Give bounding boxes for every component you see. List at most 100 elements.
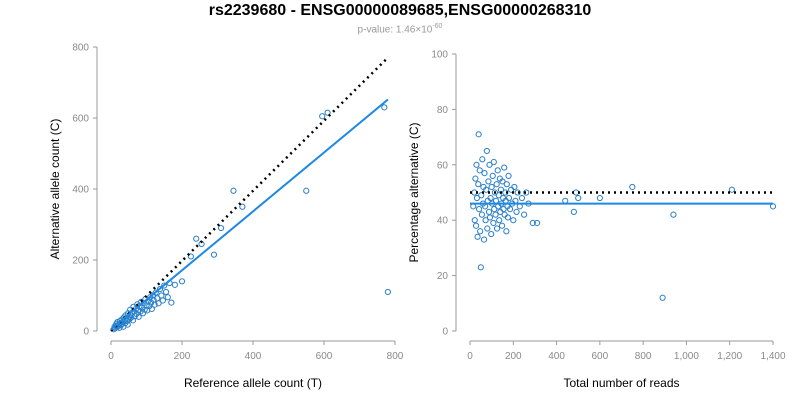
data-point [493, 181, 500, 188]
data-point [570, 208, 577, 215]
data-point [505, 172, 512, 179]
data-point [518, 194, 526, 202]
chart-title: rs2239680 - ENSG00000089685,ENSG00000268… [208, 2, 592, 19]
chart-subtitle: p-value: 1.46×10-60 [0, 23, 800, 35]
data-point [474, 233, 481, 240]
data-point [478, 211, 486, 218]
x-tick-label: 200 [505, 351, 522, 362]
data-point [487, 194, 494, 202]
x-tick-label: 400 [548, 351, 565, 362]
data-point [511, 183, 518, 191]
data-point [505, 194, 513, 202]
data-point [381, 104, 388, 111]
data-point [575, 194, 582, 202]
y-tick-label: 800 [72, 43, 89, 54]
data-point [139, 310, 147, 317]
data-point [471, 217, 478, 224]
data-point [135, 313, 142, 320]
data-point [499, 178, 506, 185]
fit-line [110, 98, 389, 330]
data-point [533, 219, 541, 227]
data-point [475, 206, 483, 213]
data-point [483, 147, 490, 155]
x-tick-label: 800 [635, 351, 652, 362]
data-point [485, 178, 492, 185]
data-point [490, 219, 497, 227]
data-point [476, 167, 483, 174]
data-point [482, 217, 489, 224]
data-point [239, 203, 246, 210]
data-point [503, 181, 510, 188]
data-point [178, 278, 186, 285]
x-axis-title: Reference allele count (T) [184, 376, 322, 390]
data-point [494, 167, 501, 174]
data-point [472, 222, 480, 229]
data-point [158, 292, 165, 299]
data-point [162, 288, 170, 296]
data-point [514, 189, 521, 196]
data-point [498, 222, 506, 229]
data-point [477, 228, 484, 235]
y-tick-label: 40 [437, 216, 449, 227]
x-tick-label: 200 [174, 351, 191, 362]
allele-count-scatter-panel: 0 200 400 600 800 0 200 400 600 800 Reference alle… [48, 43, 404, 391]
x-tick-label: 600 [592, 351, 609, 362]
data-point [529, 219, 536, 227]
data-point [124, 321, 131, 328]
data-point [521, 211, 528, 218]
data-point [489, 172, 496, 179]
x-tick-label: 0 [108, 351, 114, 362]
y-tick-label: 80 [437, 105, 449, 116]
data-point [485, 208, 493, 215]
data-point [479, 156, 486, 163]
data-point [501, 164, 508, 171]
y-tick-label: 100 [431, 50, 448, 61]
data-point [230, 187, 237, 194]
data-point [152, 289, 159, 296]
data-point [187, 253, 194, 260]
data-point [156, 286, 164, 293]
data-point [629, 183, 636, 191]
percentage-scatter-panel: 0 200 400 600 800 1,000 1,200 1,400 0 20 40 60 80 100… [407, 50, 786, 391]
x-tick-label: 800 [387, 351, 404, 362]
data-point [488, 230, 495, 238]
data-point [473, 161, 480, 168]
reference-line [110, 56, 389, 332]
data-point [168, 299, 175, 306]
data-point [475, 131, 482, 138]
data-point [159, 297, 166, 304]
data-point [486, 214, 494, 221]
data-point [303, 187, 310, 194]
y-tick-label: 400 [72, 185, 89, 196]
data-point [493, 225, 501, 232]
data-point [490, 158, 497, 166]
x-tick-label: 600 [316, 351, 333, 362]
data-point [161, 282, 168, 289]
data-point [503, 228, 510, 235]
data-point [384, 288, 391, 296]
data-point [495, 192, 502, 199]
data-point [504, 214, 511, 221]
y-tick-label: 200 [72, 256, 89, 267]
data-point [475, 181, 482, 188]
y-tick-label: 0 [83, 327, 89, 338]
data-point [484, 225, 491, 232]
y-tick-label: 0 [442, 327, 448, 338]
data-point [659, 294, 666, 301]
x-tick-label: 0 [467, 351, 473, 362]
y-tick-label: 600 [72, 114, 89, 125]
p-value-exponent: -60 [432, 23, 443, 30]
data-point [596, 194, 603, 202]
data-point [506, 206, 514, 213]
data-point [486, 161, 493, 168]
data-point [155, 300, 162, 307]
x-tick-label: 400 [245, 351, 262, 362]
data-point [171, 281, 178, 288]
data-point [572, 189, 580, 196]
p-value-text: p-value: 1.46×10 [357, 24, 433, 36]
data-point [728, 186, 735, 193]
y-axis-title: Percentage alternative (C) [407, 122, 421, 262]
data-point [473, 194, 481, 202]
data-point [210, 251, 218, 258]
